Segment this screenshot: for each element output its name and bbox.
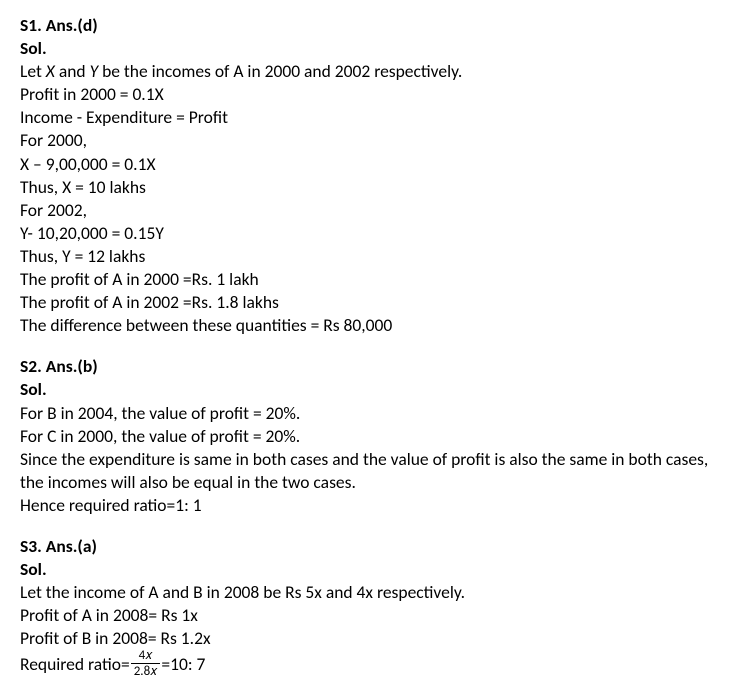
s3-line-2: Profit of A in 2008= Rs 1x	[20, 604, 730, 627]
text: Let	[20, 60, 46, 82]
text: =10: 7	[161, 653, 205, 676]
s3-heading: S3. Ans.(a)	[20, 535, 730, 558]
s1-line-4: For 2000,	[20, 129, 730, 152]
s3-sol-label: Sol.	[20, 558, 730, 581]
var-y: Y	[90, 60, 99, 82]
text: and	[55, 60, 90, 82]
s1-line-7: For 2002,	[20, 199, 730, 222]
solution-s3: S3. Ans.(a) Sol. Let the income of A and…	[20, 535, 730, 679]
s1-sol-label: Sol.	[20, 37, 730, 60]
s1-line-12: The difference between these quantities …	[20, 314, 730, 337]
s3-line-3: Profit of B in 2008= Rs 1.2x	[20, 627, 730, 650]
s2-line-1: For B in 2004, the value of profit = 20%…	[20, 402, 730, 425]
s1-line-3: Income - Expenditure = Profit	[20, 106, 730, 129]
s2-heading: S2. Ans.(b)	[20, 355, 730, 378]
solution-s1: S1. Ans.(d) Sol. Let X and Y be the inco…	[20, 14, 730, 337]
s1-line-8: Y- 10,20,000 = 0.15Y	[20, 222, 730, 245]
fraction: 4𝑥 2.8𝑥	[131, 649, 161, 678]
s1-line-10: The profit of A in 2000 =Rs. 1 lakh	[20, 268, 730, 291]
text: Required ratio=	[20, 653, 130, 676]
s1-heading: S1. Ans.(d)	[20, 14, 730, 37]
fraction-denominator: 2.8𝑥	[131, 664, 161, 678]
s2-sol-label: Sol.	[20, 378, 730, 401]
text: be the incomes of A in 2000 and 2002 res…	[98, 60, 462, 82]
fraction-numerator: 4𝑥	[131, 649, 161, 664]
s1-line-6: Thus, X = 10 lakhs	[20, 176, 730, 199]
s3-line-4: Required ratio= 4𝑥 2.8𝑥 =10: 7	[20, 650, 205, 679]
s1-line-9: Thus, Y = 12 lakhs	[20, 245, 730, 268]
solution-s2: S2. Ans.(b) Sol. For B in 2004, the valu…	[20, 355, 730, 517]
s1-line-11: The profit of A in 2002 =Rs. 1.8 lakhs	[20, 291, 730, 314]
var-x: X	[46, 60, 55, 82]
s2-line-4: Hence required ratio=1: 1	[20, 494, 730, 517]
s1-line-5: X – 9,00,000 = 0.1X	[20, 153, 730, 176]
s2-line-3: Since the expenditure is same in both ca…	[20, 448, 730, 494]
s2-line-2: For C in 2000, the value of profit = 20%…	[20, 425, 730, 448]
s1-line-2: Profit in 2000 = 0.1X	[20, 83, 730, 106]
s1-line-1: Let X and Y be the incomes of A in 2000 …	[20, 60, 730, 83]
s3-line-1: Let the income of A and B in 2008 be Rs …	[20, 581, 730, 604]
